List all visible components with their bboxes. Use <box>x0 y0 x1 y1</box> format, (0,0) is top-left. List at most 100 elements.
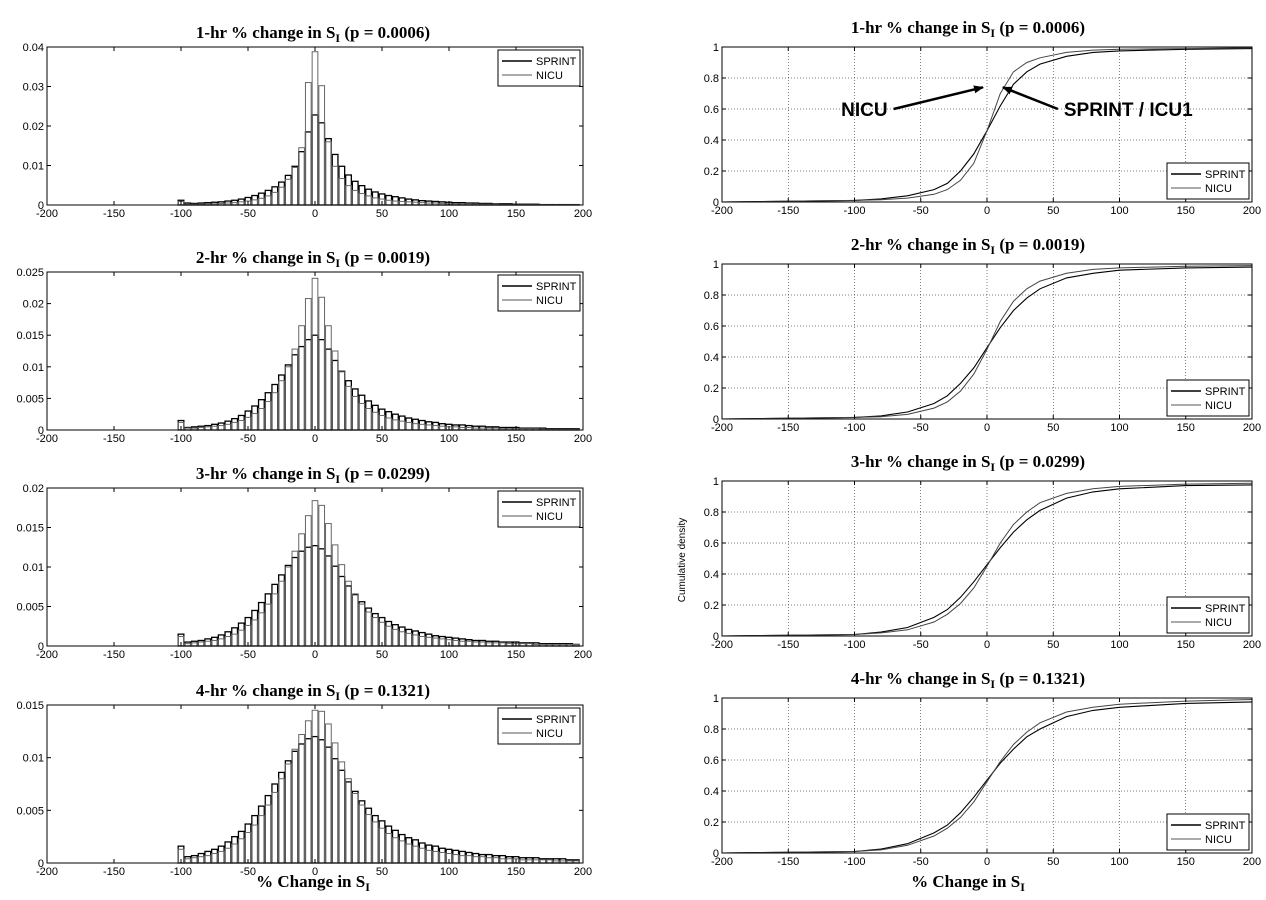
hist-4-bar-sprint <box>319 740 325 863</box>
hist-4-ytick-label: 0 <box>38 858 44 870</box>
hist-4-bar-sprint <box>486 855 492 863</box>
hist-3-legend-label-sprint: SPRINT <box>536 497 577 509</box>
hist-2-bar-sprint <box>453 425 459 430</box>
cdf-4-xtick-label: 0 <box>984 856 990 868</box>
cdf-4-ytick-label: 0.8 <box>704 724 719 736</box>
cdf-4-panel: 4-hr % change in SI (p = 0.1321) % Chang… <box>704 669 1261 894</box>
hist-4-ytick-label: 0.005 <box>16 805 44 817</box>
cdf-1-legend-label-sprint: SPRINT <box>1205 169 1246 181</box>
hist-3-bar-sprint <box>433 636 439 646</box>
hist-1-ytick-label: 0.03 <box>23 82 44 94</box>
hist-4-bar-sprint <box>285 761 291 863</box>
cdf-1-title: 1-hr % change in SI (p = 0.0006) <box>851 18 1085 40</box>
cdf-3-xtick-label: -100 <box>843 639 865 651</box>
hist-4-bar-sprint <box>453 850 459 863</box>
cdf-2-title: 2-hr % change in SI (p = 0.0019) <box>851 235 1085 257</box>
hist-2-bar-sprint <box>359 395 365 430</box>
hist-2-xtick-label: -150 <box>103 433 125 445</box>
hist-3-bar-sprint <box>406 629 412 646</box>
cdf-3-xtick-label: 100 <box>1110 639 1128 651</box>
hist-3-xtick-label: 0 <box>312 649 318 661</box>
hist-3-bar-sprint <box>245 618 251 646</box>
hist-1-bar-sprint <box>299 152 305 205</box>
hist-1-xtick-label: 50 <box>376 208 388 220</box>
cdf-2-xtick-label: -150 <box>777 422 799 434</box>
cdf-3-panel: 3-hr % change in SI (p = 0.0299) Cumulat… <box>677 452 1261 651</box>
hist-4-bar-sprint <box>352 791 358 863</box>
hist-2-xtick-label: 100 <box>440 433 458 445</box>
cdf-4-ytick-label: 0.4 <box>704 786 719 798</box>
hist-4-bar-sprint <box>500 856 506 863</box>
cdf-4-xtick-label: 150 <box>1177 856 1195 868</box>
hist-3-ytick-label: 0 <box>38 641 44 653</box>
hist-4-bar-sprint <box>238 831 244 863</box>
cdf-3-ytick-label: 0.4 <box>704 569 719 581</box>
cdf-4-ytick-label: 0.6 <box>704 755 719 767</box>
hist-2-bar-sprint <box>332 360 338 430</box>
cdf-4-xtick-label: -100 <box>843 856 865 868</box>
hist-1-xtick-label: 100 <box>440 208 458 220</box>
hist-2-ytick-label: 0.015 <box>16 330 44 342</box>
hist-1-title: 1-hr % change in SI (p = 0.0006) <box>196 23 430 45</box>
cdf-2-ytick-label: 0.2 <box>704 383 719 395</box>
hist-3-bar-sprint <box>265 594 271 646</box>
hist-1-xtick-label: -100 <box>170 208 192 220</box>
hist-3-bar-sprint <box>460 639 466 646</box>
cdf-3-ytick-label: 1 <box>713 476 719 488</box>
cdf-2-xtick-label: 100 <box>1110 422 1128 434</box>
hist-2-bar-sprint <box>439 424 445 430</box>
hist-2-ytick-label: 0.01 <box>23 362 44 374</box>
hist-3-panel: 3-hr % change in SI (p = 0.0299) -200-15… <box>16 464 592 661</box>
hist-1-bar-sprint <box>339 166 345 205</box>
cdf-1-xtick-label: 200 <box>1243 205 1261 217</box>
cdf-1-xtick-label: 100 <box>1110 205 1128 217</box>
hist-2-legend-label-sprint: SPRINT <box>536 281 577 293</box>
hist-4-bar-sprint <box>426 845 432 863</box>
hist-4-bar-sprint <box>372 816 378 863</box>
cdf-4-legend-label-nicu: NICU <box>1205 834 1232 846</box>
hist-3-bar-sprint <box>285 565 291 646</box>
hist-3-bar-sprint <box>359 602 365 646</box>
hist-3-xtick-label: -150 <box>103 649 125 661</box>
cdf-2-panel: 2-hr % change in SI (p = 0.0019) -200-15… <box>704 235 1261 434</box>
hist-3-ytick-label: 0.015 <box>16 523 44 535</box>
hist-4-bar-sprint <box>533 858 539 863</box>
hist-2-bar-sprint <box>259 400 265 430</box>
cdf-4-xtick-label: -150 <box>777 856 799 868</box>
cdf-3-xtick-label: 150 <box>1177 639 1195 651</box>
hist-3-bar-sprint <box>332 566 338 646</box>
hist-1-xtick-label: 200 <box>574 208 592 220</box>
hist-2-bar-sprint <box>406 418 412 430</box>
hist-2-bar-sprint <box>285 365 291 430</box>
cdf-2-xtick-label: -100 <box>843 422 865 434</box>
hist-1-bar-sprint <box>359 186 365 205</box>
hist-4-bar-sprint <box>259 806 265 863</box>
hist-1-xtick-label: 150 <box>507 208 525 220</box>
hist-2-bar-sprint <box>372 405 378 430</box>
hist-4-bar-sprint <box>272 784 278 863</box>
hist-2-xtick-label: 0 <box>312 433 318 445</box>
hist-1-legend-label-sprint: SPRINT <box>536 56 577 68</box>
hist-2-bar-sprint <box>326 349 332 430</box>
hist-4-title: 4-hr % change in SI (p = 0.1321) <box>196 681 430 703</box>
hist-2-bar-sprint <box>426 422 432 430</box>
hist-4-xtick-label: 150 <box>507 866 525 878</box>
hist-4-bar-sprint <box>493 856 499 863</box>
hist-2-bar-sprint <box>212 424 218 430</box>
cdf-4-ytick-label: 0.2 <box>704 817 719 829</box>
hist-4-bar-sprint <box>346 782 352 863</box>
hist-3-bar-sprint <box>326 556 332 646</box>
hist-4-xtick-label: 0 <box>312 866 318 878</box>
hist-3-xtick-label: -100 <box>170 649 192 661</box>
hist-2-bar-sprint <box>312 335 318 430</box>
hist-1-bar-sprint <box>352 181 358 205</box>
hist-2-bar-sprint <box>272 384 278 430</box>
hist-4-bar-sprint <box>393 830 399 863</box>
hist-4-xtick-label: 50 <box>376 866 388 878</box>
hist-3-bar-sprint <box>212 637 218 646</box>
hist-3-bar-sprint <box>413 631 419 646</box>
hist-3-bar-sprint <box>386 622 392 646</box>
